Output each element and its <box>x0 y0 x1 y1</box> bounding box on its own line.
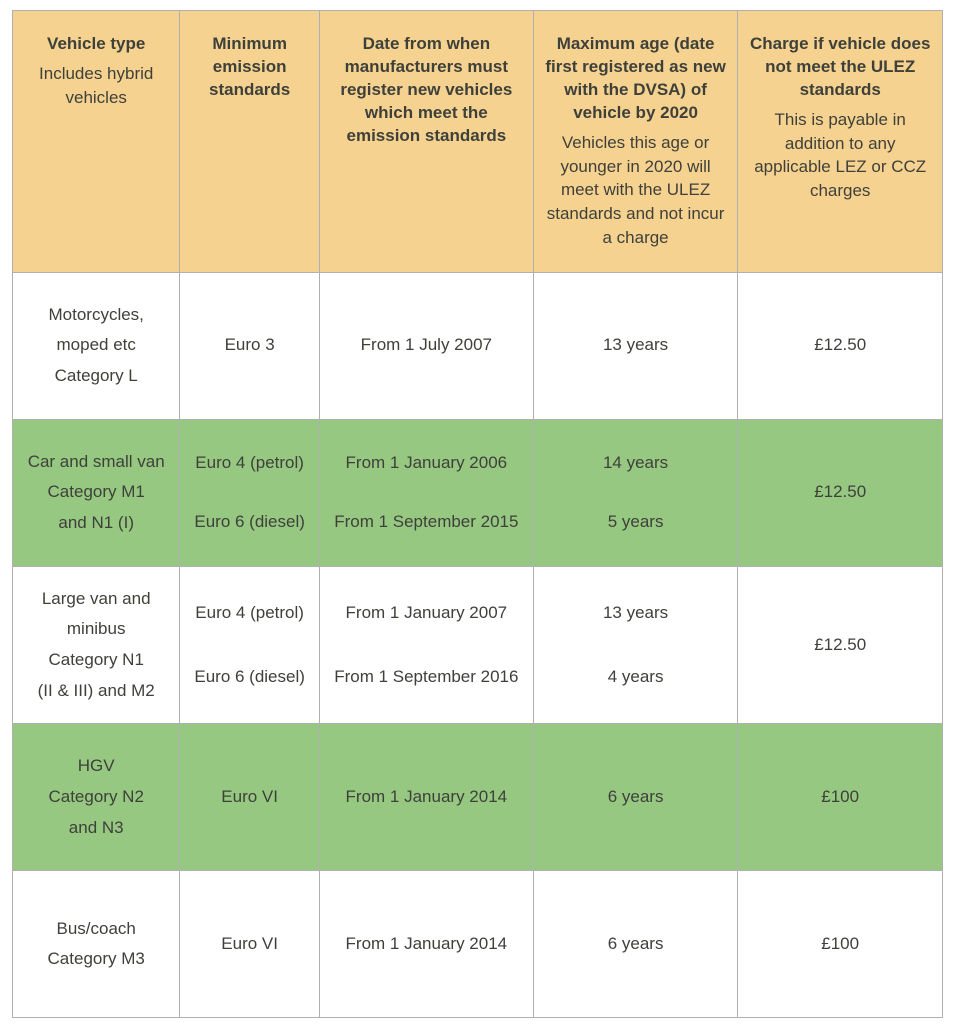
cell-standard: Euro 4 (petrol) Euro 6 (diesel) <box>180 566 320 724</box>
table-row: Car and small van Category M1 and N1 (I)… <box>13 419 943 566</box>
table-body: Motorcycles, moped etc Category L Euro 3… <box>13 272 943 1018</box>
cell-age: 13 years <box>533 272 738 419</box>
header-emission-standard: Minimum emission standards <box>180 11 320 273</box>
cell-vehicle-type: Large van and minibus Category N1 (II & … <box>13 566 180 724</box>
header-charge: Charge if vehicle does not meet the ULEZ… <box>738 11 943 273</box>
header-primary: Minimum emission standards <box>190 33 309 102</box>
table-header: Vehicle type Includes hybrid vehicles Mi… <box>13 11 943 273</box>
header-secondary: Vehicles this age or younger in 2020 wil… <box>544 131 728 250</box>
header-max-age: Maximum age (date first registered as ne… <box>533 11 738 273</box>
table-row: Bus/coach Category M3 Euro VI From 1 Jan… <box>13 871 943 1018</box>
cell-charge: £12.50 <box>738 272 943 419</box>
cell-age: 6 years <box>533 871 738 1018</box>
cell-standard: Euro VI <box>180 871 320 1018</box>
cell-charge: £12.50 <box>738 566 943 724</box>
cell-standard: Euro 4 (petrol) Euro 6 (diesel) <box>180 419 320 566</box>
cell-charge: £12.50 <box>738 419 943 566</box>
cell-vehicle-type: Car and small van Category M1 and N1 (I) <box>13 419 180 566</box>
header-primary: Maximum age (date first registered as ne… <box>544 33 728 125</box>
cell-vehicle-type: Motorcycles, moped etc Category L <box>13 272 180 419</box>
cell-date: From 1 January 2007 From 1 September 201… <box>319 566 533 724</box>
cell-age: 13 years 4 years <box>533 566 738 724</box>
table-row: Large van and minibus Category N1 (II & … <box>13 566 943 724</box>
header-secondary: This is payable in addition to any appli… <box>748 108 932 203</box>
header-primary: Charge if vehicle does not meet the ULEZ… <box>748 33 932 102</box>
cell-age: 6 years <box>533 724 738 871</box>
header-primary: Date from when manufacturers must regist… <box>330 33 523 148</box>
table-row: Motorcycles, moped etc Category L Euro 3… <box>13 272 943 419</box>
cell-age: 14 years 5 years <box>533 419 738 566</box>
ulez-standards-table: Vehicle type Includes hybrid vehicles Mi… <box>12 10 943 1018</box>
cell-standard: Euro VI <box>180 724 320 871</box>
cell-vehicle-type: HGV Category N2 and N3 <box>13 724 180 871</box>
cell-standard: Euro 3 <box>180 272 320 419</box>
cell-date: From 1 January 2006 From 1 September 201… <box>319 419 533 566</box>
cell-charge: £100 <box>738 871 943 1018</box>
cell-date: From 1 January 2014 <box>319 724 533 871</box>
header-registration-date: Date from when manufacturers must regist… <box>319 11 533 273</box>
header-secondary: Includes hybrid vehicles <box>23 62 169 110</box>
header-vehicle-type: Vehicle type Includes hybrid vehicles <box>13 11 180 273</box>
cell-date: From 1 January 2014 <box>319 871 533 1018</box>
cell-date: From 1 July 2007 <box>319 272 533 419</box>
cell-charge: £100 <box>738 724 943 871</box>
table-row: HGV Category N2 and N3 Euro VI From 1 Ja… <box>13 724 943 871</box>
header-primary: Vehicle type <box>23 33 169 56</box>
cell-vehicle-type: Bus/coach Category M3 <box>13 871 180 1018</box>
